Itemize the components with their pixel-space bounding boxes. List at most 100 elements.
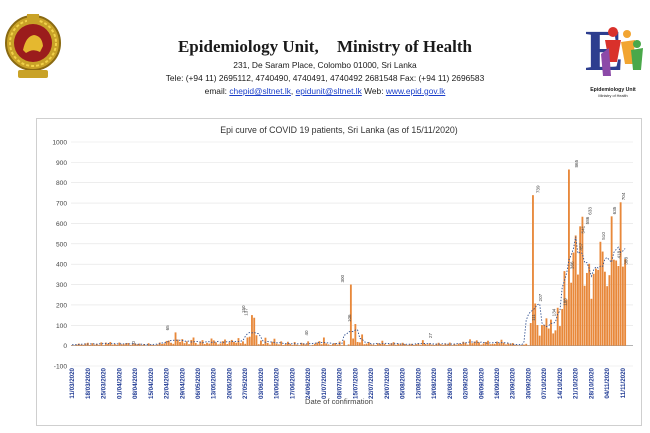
bar xyxy=(354,324,357,346)
bar xyxy=(381,340,384,346)
bar xyxy=(511,342,514,346)
bar xyxy=(615,260,618,346)
bar xyxy=(534,303,537,346)
x-tick-label: 07/10/2020 xyxy=(541,367,548,399)
bar xyxy=(601,251,604,346)
data-label: 0 xyxy=(131,341,136,344)
bar xyxy=(383,343,386,346)
bar xyxy=(226,344,229,346)
bar xyxy=(235,342,238,346)
email-link-chepid[interactable]: chepid@sltnet.lk xyxy=(229,86,291,96)
bar xyxy=(385,345,388,346)
bar xyxy=(331,343,334,346)
x-tick-label: 15/07/2020 xyxy=(352,367,359,399)
bar xyxy=(152,345,154,346)
bar xyxy=(421,340,424,346)
bar xyxy=(538,335,541,346)
bar xyxy=(246,337,249,346)
bar xyxy=(401,342,404,346)
bar xyxy=(523,344,525,346)
bar xyxy=(275,343,278,346)
bar xyxy=(536,325,539,346)
bar xyxy=(174,332,177,346)
bar xyxy=(322,337,325,346)
bar xyxy=(574,235,577,346)
bar xyxy=(230,339,233,346)
bar xyxy=(224,339,226,346)
bar xyxy=(365,343,368,346)
bar xyxy=(367,342,370,346)
bar xyxy=(349,284,352,346)
epi-curve-chart: Epi curve of COVID 19 patients, Sri Lank… xyxy=(36,118,642,426)
data-label: 366 xyxy=(569,261,574,269)
bar xyxy=(588,263,591,346)
bar xyxy=(408,344,411,346)
bar xyxy=(550,319,552,346)
x-tick-label: 02/09/2020 xyxy=(463,367,470,399)
x-tick-label: 05/08/2020 xyxy=(400,367,407,399)
bar xyxy=(594,268,597,346)
x-tick-label: 30/09/2020 xyxy=(525,367,532,399)
bar xyxy=(217,344,220,346)
chart-title: Epi curve of COVID 19 patients, Sri Lank… xyxy=(220,125,458,135)
bar xyxy=(448,342,451,346)
bar xyxy=(122,344,125,346)
bar xyxy=(255,335,258,346)
bar xyxy=(444,343,447,346)
x-tick-label: 04/11/2020 xyxy=(604,367,611,398)
data-label: 510 xyxy=(601,232,606,240)
x-tick-label: 28/10/2020 xyxy=(588,367,595,399)
bar xyxy=(581,216,584,346)
bar xyxy=(489,344,492,346)
bar xyxy=(424,344,426,346)
y-tick-label: 900 xyxy=(56,160,67,167)
bar xyxy=(260,340,262,346)
x-tick-label: 22/04/2020 xyxy=(164,367,171,399)
bar xyxy=(435,343,438,346)
bar xyxy=(208,343,211,346)
bar xyxy=(311,344,314,346)
bar xyxy=(446,344,449,346)
bar xyxy=(455,344,458,346)
data-label: 111 xyxy=(531,314,536,321)
y-tick-label: 600 xyxy=(56,221,67,228)
bar xyxy=(545,318,548,346)
x-tick-label: 09/09/2020 xyxy=(478,367,485,399)
bar xyxy=(262,344,265,346)
data-label: 27 xyxy=(428,333,433,339)
data-label: 150 xyxy=(241,305,246,313)
bar xyxy=(568,169,570,346)
bar xyxy=(304,344,307,346)
bar xyxy=(183,343,186,346)
x-tick-label: 27/05/2020 xyxy=(242,367,249,399)
bar xyxy=(289,343,292,346)
bar xyxy=(572,252,575,346)
bar xyxy=(199,341,202,346)
bar xyxy=(291,345,294,346)
bar xyxy=(426,344,429,346)
data-label: 40 xyxy=(304,330,309,336)
bar xyxy=(219,343,222,346)
bar xyxy=(253,317,256,346)
bar xyxy=(464,342,467,346)
x-tick-label: 21/10/2020 xyxy=(573,367,580,399)
bar xyxy=(514,344,516,346)
data-label: 106 xyxy=(347,314,352,322)
x-tick-label: 10/06/2020 xyxy=(274,367,281,399)
bar xyxy=(313,343,316,346)
bar xyxy=(257,344,260,346)
bar xyxy=(417,343,420,346)
bar xyxy=(356,341,359,346)
web-link[interactable]: www.epid.gov.lk xyxy=(385,86,446,96)
x-tick-label: 26/08/2020 xyxy=(447,367,454,399)
x-tick-label: 11/03/2020 xyxy=(69,367,76,398)
y-tick-label: 0 xyxy=(63,343,67,350)
bar xyxy=(181,339,184,346)
data-label: 418 xyxy=(617,250,622,258)
data-label: 65 xyxy=(165,325,170,331)
bar xyxy=(248,336,251,346)
email-link-epidunit[interactable]: epidunit@sltnet.lk xyxy=(295,86,362,96)
data-label: 739 xyxy=(536,185,541,193)
bar xyxy=(561,308,564,346)
bar xyxy=(136,344,139,346)
